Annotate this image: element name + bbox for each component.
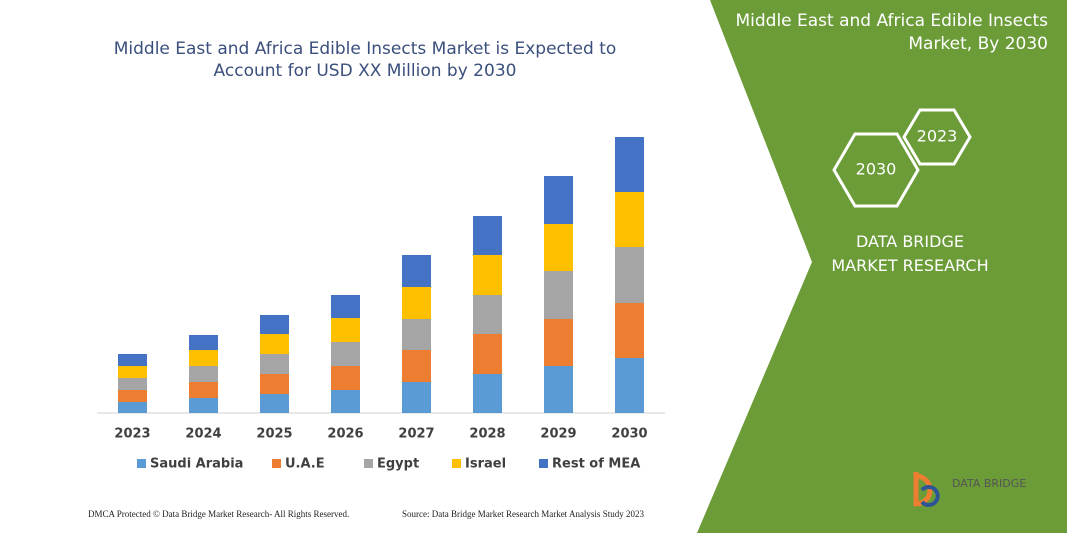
bar-segment [118, 378, 147, 390]
bar-segment [402, 350, 431, 382]
bar-segment [189, 335, 218, 350]
x-tick-label: 2029 [540, 427, 576, 442]
bar-segment [118, 354, 147, 366]
bar-segment [331, 295, 360, 318]
bar-segment [331, 342, 360, 366]
hexagon-label: 2030 [856, 160, 897, 179]
legend-swatch [364, 459, 373, 468]
bar-segment [331, 390, 360, 413]
logo-text: DATA BRIDGE [952, 477, 1026, 490]
bar-segment [615, 192, 644, 247]
bar-segment [260, 334, 289, 354]
bar-segment [544, 319, 573, 366]
bar-segment [544, 366, 573, 413]
legend-swatch [452, 459, 461, 468]
bar-segment [402, 382, 431, 413]
brand: DATA BRIDGE MARKET RESEARCH [831, 232, 989, 275]
bar-segment [331, 366, 360, 390]
bar-segment [260, 315, 289, 334]
bar-segment [189, 398, 218, 413]
footer-right: Source: Data Bridge Market Research Mark… [402, 509, 644, 519]
logo-icon [920, 485, 940, 507]
legend-label: U.A.E [285, 457, 325, 472]
legend-swatch [272, 459, 281, 468]
x-tick-label: 2024 [185, 427, 221, 442]
legend-label: Saudi Arabia [150, 457, 243, 472]
bar-segment [402, 255, 431, 287]
legend-label: Egypt [377, 457, 419, 472]
bar-segment [544, 224, 573, 271]
bar-segment [118, 402, 147, 413]
x-tick-label: 2028 [469, 427, 505, 442]
x-tick-label: 2025 [256, 427, 292, 442]
bar-segment [402, 319, 431, 350]
bar-segment [260, 374, 289, 394]
bar-segment [402, 287, 431, 319]
bar-segment [260, 354, 289, 374]
bar-segment [473, 295, 502, 334]
x-tick-label: 2026 [327, 427, 363, 442]
logo-icon [913, 472, 933, 507]
bar-segment [189, 366, 218, 382]
bar-segment [615, 247, 644, 303]
bar-segment [615, 303, 644, 358]
bar-segment [473, 216, 502, 255]
bar-segment [331, 318, 360, 342]
bar-segment [473, 255, 502, 295]
hexagon [832, 132, 920, 208]
bar-segment [260, 394, 289, 413]
legend-label: Rest of MEA [552, 457, 640, 472]
legend-label: Israel [465, 457, 506, 472]
bar-segment [544, 271, 573, 319]
legend-swatch [137, 459, 146, 468]
bar-segment [473, 374, 502, 413]
hexagon-label: 2023 [917, 127, 958, 146]
footer-left: DMCA Protected © Data Bridge Market Rese… [88, 509, 349, 519]
x-tick-label: 2030 [611, 427, 647, 442]
side-title: Middle East and Africa Edible Insects Ma… [735, 11, 1048, 54]
bar-segment [615, 358, 644, 413]
chart-title: Middle East and Africa Edible Insects Ma… [113, 39, 617, 81]
bar-segment [473, 334, 502, 374]
bar-segment [544, 176, 573, 224]
bar-segment [118, 366, 147, 378]
bar-segment [615, 137, 644, 192]
bar-segment [189, 382, 218, 398]
side-panel-bg [697, 0, 1067, 533]
legend-swatch [539, 459, 548, 468]
bar-segment [118, 390, 147, 402]
x-tick-label: 2023 [114, 427, 150, 442]
hexagon [902, 108, 972, 166]
bar-segment [189, 350, 218, 366]
x-tick-label: 2027 [398, 427, 434, 442]
